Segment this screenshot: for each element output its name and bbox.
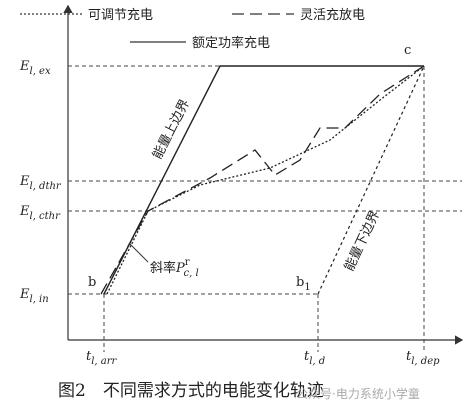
slope-label: 斜率Pr c, l xyxy=(150,257,199,279)
guide-lines xyxy=(68,65,462,352)
text: l, in xyxy=(30,294,49,305)
legend-label: 灵活充放电 xyxy=(300,7,365,23)
text: t xyxy=(406,349,412,364)
text: E xyxy=(19,204,30,219)
text: E xyxy=(19,59,30,74)
text: l, ex xyxy=(30,66,51,77)
pointer xyxy=(129,243,149,263)
legend-label: 额定功率充电 xyxy=(192,35,270,51)
upper-bound-label: 能量上边界 xyxy=(150,97,193,162)
watermark: 公众号·电力系统小学童 xyxy=(296,386,420,401)
y-label: El, in xyxy=(19,287,49,305)
point-label: b1 xyxy=(296,275,311,293)
x-label: tl, dep xyxy=(406,349,440,367)
text: l, dthr xyxy=(30,181,62,192)
point-label: c xyxy=(404,43,411,58)
adjustable-charging-line xyxy=(106,65,425,295)
text: P xyxy=(175,261,185,276)
y-label: El, ex xyxy=(19,59,51,77)
lower-bound-line xyxy=(317,65,425,295)
text: l, d xyxy=(309,356,325,367)
flexible-line xyxy=(100,65,425,295)
text: b xyxy=(296,275,304,290)
rated-charging-line xyxy=(103,65,424,295)
text: l, arr xyxy=(91,356,117,367)
legend: 可调节充电 灵活充放电 额定功率充电 xyxy=(20,7,365,51)
text: l, dep xyxy=(411,356,440,367)
lower-bound-label: 能量下边界 xyxy=(342,208,383,273)
text: c, l xyxy=(184,268,199,279)
point-label: b xyxy=(88,275,96,290)
text: E xyxy=(19,174,30,189)
text: r xyxy=(185,257,190,268)
text: l, cthr xyxy=(30,211,62,222)
text: t xyxy=(304,349,310,364)
y-label: El, dthr xyxy=(19,174,62,192)
y-label: El, cthr xyxy=(19,204,61,222)
caption: 图2 不同需求方式的电能变化轨迹 xyxy=(58,381,324,401)
text: t xyxy=(86,349,92,364)
text: 斜率 xyxy=(150,260,176,276)
x-label: tl, d xyxy=(304,349,325,367)
text: E xyxy=(19,287,30,302)
x-label: tl, arr xyxy=(86,349,118,367)
text: 1 xyxy=(304,282,310,293)
legend-label: 可调节充电 xyxy=(88,7,153,23)
